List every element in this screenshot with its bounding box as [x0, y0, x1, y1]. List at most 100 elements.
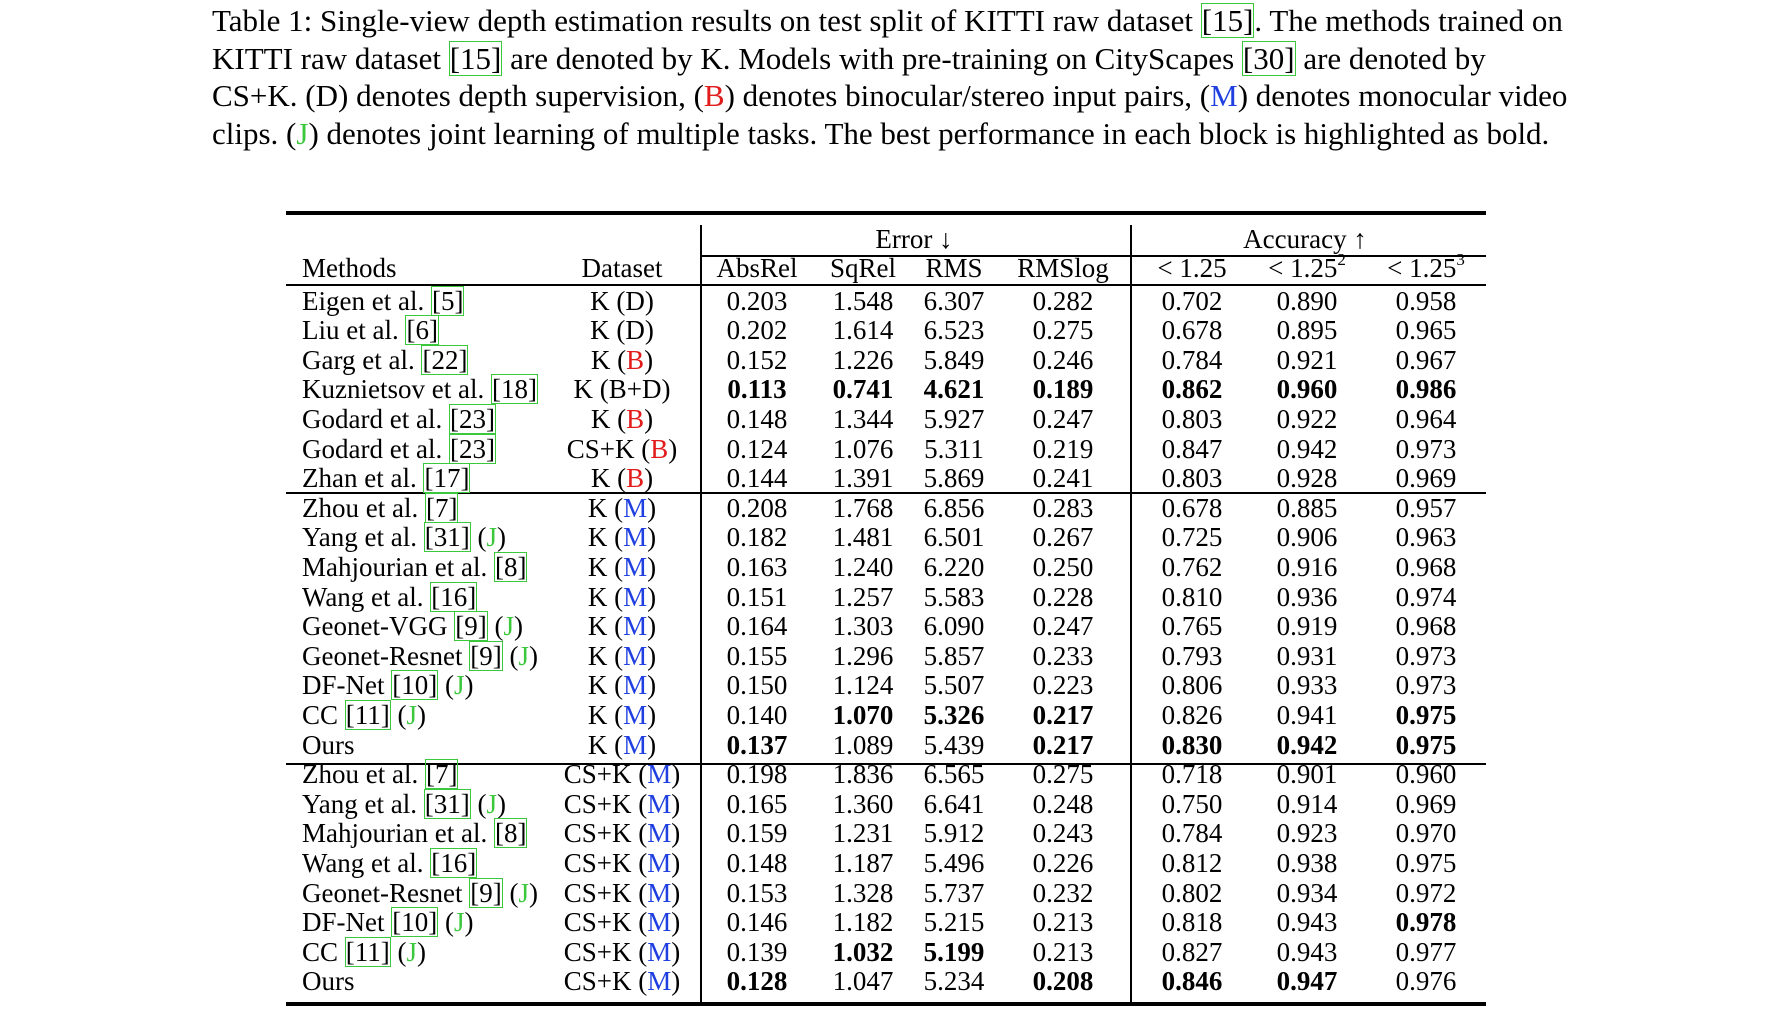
value-cell: 0.968 — [1395, 552, 1457, 582]
dataset-name: K ( — [590, 404, 627, 434]
method-name: Godard et al. — [302, 433, 449, 464]
value-cell: 0.202 — [726, 315, 788, 346]
block-divider-2 — [286, 763, 1486, 765]
citation-link[interactable]: [22] — [421, 344, 469, 375]
value-cell: 0.922 — [1276, 404, 1338, 434]
citation-link[interactable]: [15] — [1200, 3, 1255, 38]
citation-link[interactable]: [31] — [423, 522, 471, 553]
citation-link[interactable]: [6] — [405, 315, 439, 346]
citation-link[interactable]: [23] — [448, 433, 496, 464]
value-cell: 1.231 — [832, 818, 894, 849]
value-cell: 0.282 — [1032, 285, 1094, 316]
dataset-cell: K (D) — [590, 315, 654, 346]
value-cell: 0.725 — [1161, 522, 1223, 553]
value-cell: 0.232 — [1032, 877, 1094, 908]
method-cell: Zhou et al. [7] — [302, 492, 459, 523]
citation-link[interactable]: [16] — [430, 581, 478, 612]
method-cell: Wang et al. [16] — [302, 581, 478, 612]
dataset-tag: M — [623, 700, 648, 730]
value-cell: 0.977 — [1395, 936, 1457, 967]
citation-link[interactable]: [9] — [454, 611, 488, 642]
header-acc-3-exp: 3 — [1456, 250, 1465, 269]
value-cell: 0.153 — [726, 877, 788, 908]
dataset-name: CS+K ( — [563, 818, 648, 849]
value-cell: 0.189 — [1032, 374, 1094, 405]
value-cell: 0.217 — [1032, 700, 1094, 730]
dataset-name: K ( — [587, 552, 624, 582]
dataset-cell: K (M) — [587, 581, 657, 612]
dataset-cell: K (B) — [590, 463, 654, 494]
value-cell: 0.741 — [832, 374, 894, 405]
method-name: Eigen et al. — [302, 285, 431, 316]
value-cell: 5.927 — [923, 404, 985, 434]
dataset-tag: M — [623, 552, 648, 582]
value-cell: 0.978 — [1395, 907, 1457, 938]
value-cell: 0.219 — [1032, 433, 1094, 464]
method-cell: DF-Net [10] (J) — [302, 907, 474, 938]
value-cell: 0.678 — [1161, 492, 1223, 523]
method-name: Geonet-Resnet — [302, 640, 470, 671]
citation-link[interactable]: [18] — [490, 374, 538, 405]
value-cell: 6.090 — [923, 611, 985, 642]
method-cell: Ours — [302, 966, 355, 996]
citation-link[interactable]: [8] — [493, 818, 528, 849]
citation-link[interactable]: [11] — [344, 700, 391, 730]
dataset-cell: K (B) — [590, 404, 654, 434]
method-name: Zhou et al. — [302, 492, 425, 523]
citation-link[interactable]: [15] — [448, 40, 503, 76]
citation-link[interactable]: [23] — [448, 404, 496, 434]
dataset-tag: B — [626, 463, 645, 494]
value-cell: 0.146 — [726, 907, 788, 938]
dataset-cell: K (B+D) — [573, 374, 671, 405]
method-name: Zhou et al. — [302, 759, 425, 790]
dataset-name: K ( — [590, 463, 627, 494]
citation-link[interactable]: [8] — [493, 552, 528, 582]
dataset-name: CS+K ( — [563, 907, 648, 938]
method-name: Mahjourian et al. — [302, 818, 494, 849]
group-header-error: Error ↓ — [875, 224, 953, 254]
citation-link[interactable]: [7] — [424, 492, 459, 523]
citation-link[interactable]: [9] — [469, 877, 503, 908]
citation-link[interactable]: [9] — [469, 640, 503, 671]
citation-link[interactable]: [5] — [430, 285, 465, 316]
dataset-tag: M — [647, 788, 672, 819]
citation-link[interactable]: [7] — [424, 759, 459, 790]
citation-link[interactable]: [10] — [391, 907, 439, 938]
value-cell: 0.957 — [1395, 492, 1457, 523]
value-cell: 0.128 — [726, 966, 788, 997]
dataset-name: CS+K ( — [563, 966, 648, 997]
value-cell: 0.208 — [1032, 966, 1094, 997]
value-cell: 0.151 — [726, 581, 788, 612]
value-cell: 1.047 — [832, 966, 894, 997]
value-cell: 0.250 — [1032, 552, 1094, 582]
value-cell: 1.768 — [832, 492, 894, 523]
value-cell: 0.968 — [1395, 611, 1457, 642]
method-cell: Geonet-Resnet [9] (J) — [302, 877, 538, 908]
dataset-name: CS+K ( — [563, 936, 648, 967]
dataset-cell: K (B) — [590, 344, 654, 375]
dataset-cell: CS+K (M) — [563, 936, 681, 967]
dataset-tag: B — [626, 404, 645, 434]
method-name: Geonet-VGG — [302, 611, 455, 642]
value-cell: 0.784 — [1161, 344, 1223, 375]
value-cell: 0.933 — [1276, 670, 1338, 701]
caption-text: . The methods trained on KITTI raw datas… — [212, 3, 1563, 76]
value-cell: 0.976 — [1395, 966, 1457, 997]
citation-link[interactable]: [16] — [430, 848, 478, 878]
dataset-tag: M — [647, 936, 672, 967]
citation-link[interactable]: [30] — [1241, 40, 1296, 76]
citation-link[interactable]: [10] — [391, 670, 439, 701]
tag-joint: J — [406, 936, 418, 967]
citation-link[interactable]: [11] — [344, 936, 391, 967]
dataset-cell: K (M) — [587, 522, 657, 553]
value-cell: 0.678 — [1161, 315, 1223, 346]
citation-link[interactable]: [17] — [423, 463, 471, 494]
value-cell: 5.234 — [923, 966, 985, 997]
value-cell: 1.257 — [832, 581, 894, 612]
dataset-name: K ( — [573, 374, 609, 405]
value-cell: 5.912 — [923, 818, 985, 849]
citation-link[interactable]: [31] — [423, 788, 471, 819]
value-cell: 1.481 — [832, 522, 894, 553]
value-cell: 5.439 — [923, 729, 985, 760]
dataset-tag: B+D — [608, 374, 662, 405]
